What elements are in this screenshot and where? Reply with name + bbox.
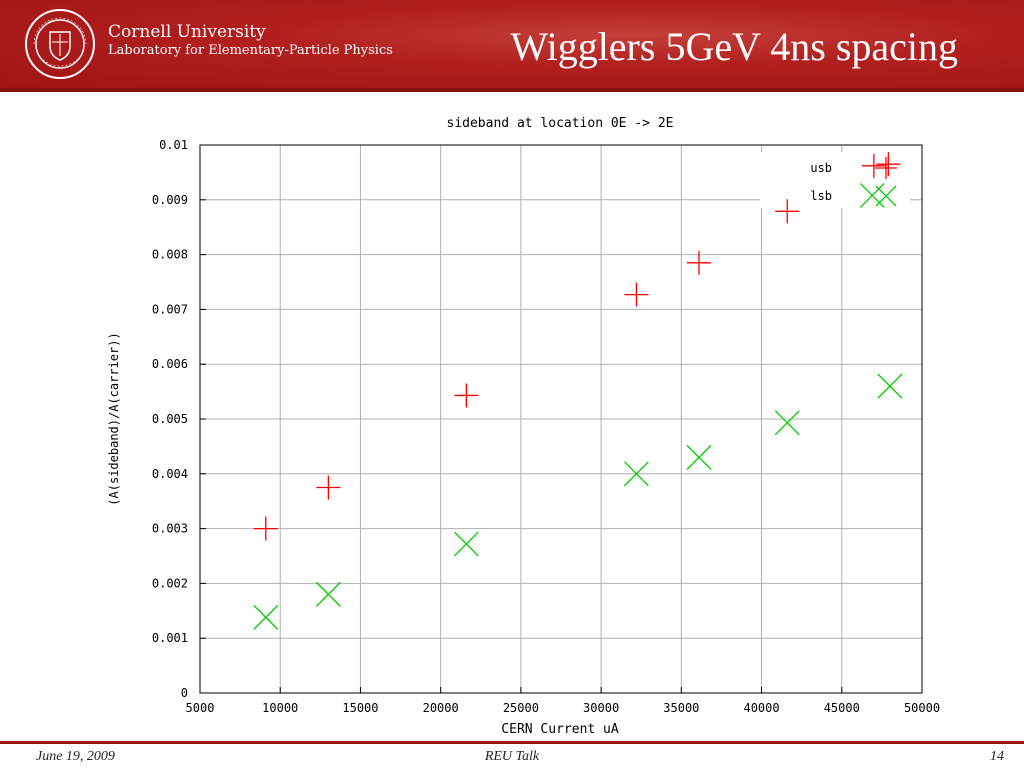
- y-tick-label: 0.005: [152, 412, 188, 426]
- usb-point: [253, 516, 278, 541]
- usb-point: [861, 153, 886, 178]
- lsb-point: [623, 461, 649, 487]
- footer-page-number: 14: [990, 749, 1004, 764]
- lsb-point: [877, 373, 903, 399]
- footer-event: REU Talk: [484, 749, 540, 764]
- y-tick-label: 0: [181, 686, 188, 700]
- lsb-point: [453, 531, 479, 557]
- cornell-seal-logo: [25, 9, 95, 79]
- y-tick-label: 0.006: [152, 357, 188, 371]
- x-tick-label: 30000: [583, 701, 619, 715]
- y-tick-label: 0.01: [159, 138, 188, 152]
- chart-grid: [200, 145, 922, 693]
- usb-point: [775, 199, 800, 224]
- usb-point: [624, 282, 649, 307]
- legend-box: [760, 152, 910, 208]
- lsb-point: [859, 182, 885, 208]
- chart-legend: usb lsb: [760, 152, 910, 208]
- y-tick-label: 0.007: [152, 302, 188, 316]
- x-tick-label: 40000: [743, 701, 779, 715]
- legend-marker-usb: [875, 157, 897, 179]
- x-tick-label: 10000: [262, 701, 298, 715]
- y-axis-ticks: 0 0.001 0.002 0.003 0.004 0.005 0.006 0.007 0.00…: [152, 138, 206, 700]
- y-tick-label: 0.008: [152, 248, 188, 262]
- slide-header: Cornell University Laboratory for Elemen…: [0, 0, 1024, 88]
- y-tick-label: 0.001: [152, 631, 188, 645]
- x-tick-label: 25000: [503, 701, 539, 715]
- x-tick-label: 45000: [824, 701, 860, 715]
- y-axis-label: (A(sideband)/A(carrier)): [107, 332, 121, 505]
- sideband-scatter-chart: sideband at location 0E -> 2E 0 0.001 0.00…: [107, 116, 940, 737]
- y-tick-label: 0.004: [152, 467, 188, 481]
- usb-point: [454, 383, 479, 408]
- y-tick-label: 0.009: [152, 193, 188, 207]
- organization-name: Cornell University Laboratory for Elemen…: [108, 22, 393, 60]
- lsb-point: [686, 444, 712, 470]
- usb-point: [876, 152, 901, 177]
- x-axis-ticks: 5000 10000 15000 20000 25000 30000 35000 40000 4…: [186, 687, 940, 715]
- footer-date: June 19, 2009: [36, 749, 115, 764]
- header-divider: [0, 88, 1024, 92]
- x-tick-label: 5000: [186, 701, 215, 715]
- legend-label-usb: usb: [810, 161, 832, 175]
- data-points: [253, 152, 903, 630]
- footer-divider: [0, 741, 1024, 744]
- slide-title: Wigglers 5GeV 4ns spacing: [510, 24, 958, 69]
- legend-label-lsb: lsb: [810, 189, 832, 203]
- org-name-line2: Laboratory for Elementary-Particle Physi…: [108, 43, 393, 58]
- y-tick-label: 0.003: [152, 522, 188, 536]
- y-tick-label: 0.002: [152, 576, 188, 590]
- x-tick-label: 15000: [342, 701, 378, 715]
- lsb-point: [774, 410, 800, 436]
- usb-point: [686, 250, 711, 275]
- usb-point: [316, 475, 341, 500]
- org-name-line1: Cornell University: [108, 22, 266, 42]
- x-tick-label: 35000: [663, 701, 699, 715]
- lsb-point: [253, 604, 279, 630]
- x-tick-label: 20000: [423, 701, 459, 715]
- lsb-point: [315, 581, 341, 607]
- x-axis-label: CERN Current uA: [501, 722, 619, 737]
- x-tick-label: 50000: [904, 701, 940, 715]
- chart-title: sideband at location 0E -> 2E: [447, 116, 674, 131]
